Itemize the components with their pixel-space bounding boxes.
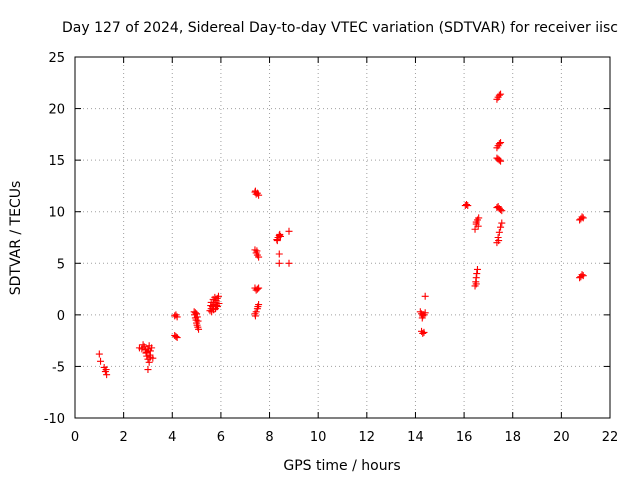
data-points — [95, 90, 587, 379]
data-point — [495, 156, 503, 164]
y-tick-label: 20 — [48, 103, 65, 118]
data-point — [172, 333, 180, 341]
data-point — [191, 309, 199, 317]
y-tick-label: 0 — [57, 309, 65, 324]
x-tick-label: 4 — [168, 430, 176, 445]
data-point — [173, 313, 181, 321]
data-point — [253, 285, 261, 293]
data-point — [255, 191, 263, 199]
y-tick-label: 25 — [48, 51, 65, 66]
x-tick-label: 16 — [456, 430, 473, 445]
data-point — [464, 202, 472, 210]
data-point — [498, 219, 506, 227]
data-point — [497, 139, 505, 147]
data-point — [102, 366, 110, 374]
data-point — [275, 259, 283, 267]
data-point — [497, 223, 505, 231]
data-point — [145, 358, 153, 366]
data-point — [498, 207, 506, 215]
data-point — [418, 314, 426, 322]
data-point — [142, 349, 150, 357]
data-point — [144, 366, 152, 374]
data-point — [255, 284, 263, 292]
data-point — [194, 317, 202, 325]
data-point — [214, 303, 222, 311]
data-point — [143, 352, 151, 360]
x-axis-label: GPS time / hours — [283, 458, 400, 474]
data-point — [471, 225, 479, 233]
data-point — [255, 253, 263, 261]
data-point — [215, 300, 223, 308]
data-point — [207, 302, 215, 310]
x-tick-label: 10 — [310, 430, 327, 445]
data-point — [473, 270, 481, 278]
x-tick-label: 18 — [504, 430, 521, 445]
data-point — [579, 214, 587, 222]
data-point — [211, 293, 219, 301]
data-point — [95, 350, 103, 358]
x-tick-label: 2 — [119, 430, 127, 445]
data-point — [285, 227, 293, 235]
chart-title: Day 127 of 2024, Sidereal Day-to-day VTE… — [62, 20, 618, 36]
data-point — [475, 214, 483, 222]
y-tick-label: 15 — [48, 154, 65, 169]
data-point — [497, 206, 505, 214]
y-tick-labels: -10 -5 0 5 10 15 20 25 — [44, 51, 65, 427]
data-point — [146, 351, 154, 359]
data-point — [276, 230, 284, 238]
data-point — [275, 250, 283, 258]
data-point — [419, 329, 427, 337]
x-tick-label: 6 — [217, 430, 225, 445]
data-point — [253, 247, 261, 255]
data-point — [285, 259, 293, 267]
data-point — [148, 344, 156, 352]
data-point — [273, 237, 281, 245]
data-point — [149, 354, 157, 362]
y-tick-label: 5 — [57, 257, 65, 272]
x-tick-label: 0 — [71, 430, 79, 445]
data-point — [251, 312, 259, 320]
x-tick-labels: 0 2 4 6 8 10 12 14 16 18 20 22 — [71, 430, 618, 445]
y-tick-label: -5 — [52, 360, 65, 375]
x-tick-label: 14 — [407, 430, 424, 445]
grid — [75, 57, 610, 418]
data-point — [497, 90, 505, 98]
x-tick-label: 20 — [553, 430, 570, 445]
y-axis-label: SDTVAR / TECUs — [8, 181, 24, 296]
data-point — [474, 222, 482, 230]
data-point — [173, 334, 181, 342]
data-point — [578, 271, 586, 279]
data-point — [193, 310, 201, 318]
data-point — [463, 200, 471, 208]
axis-ticks — [74, 56, 611, 419]
data-point — [97, 357, 105, 365]
data-point — [472, 280, 480, 288]
plot-frame — [74, 56, 611, 419]
data-point — [214, 292, 222, 300]
data-point — [495, 228, 503, 236]
data-point — [579, 272, 587, 280]
data-point — [495, 91, 503, 99]
data-point — [195, 325, 203, 333]
data-point — [421, 309, 429, 317]
data-point — [472, 218, 480, 226]
data-point — [252, 308, 260, 316]
data-point — [421, 292, 429, 300]
y-tick-label: -10 — [44, 412, 65, 427]
y-tick-label: 10 — [48, 206, 65, 221]
x-tick-label: 12 — [359, 430, 376, 445]
data-point — [139, 341, 147, 349]
x-tick-label: 8 — [265, 430, 273, 445]
x-tick-label: 22 — [602, 430, 619, 445]
data-point — [495, 237, 503, 245]
data-point — [473, 265, 481, 273]
data-point — [495, 140, 503, 148]
data-point — [254, 303, 262, 311]
data-point — [420, 328, 428, 336]
data-point — [578, 213, 586, 221]
data-point — [497, 157, 505, 165]
data-point — [251, 187, 259, 195]
data-point — [193, 313, 201, 321]
